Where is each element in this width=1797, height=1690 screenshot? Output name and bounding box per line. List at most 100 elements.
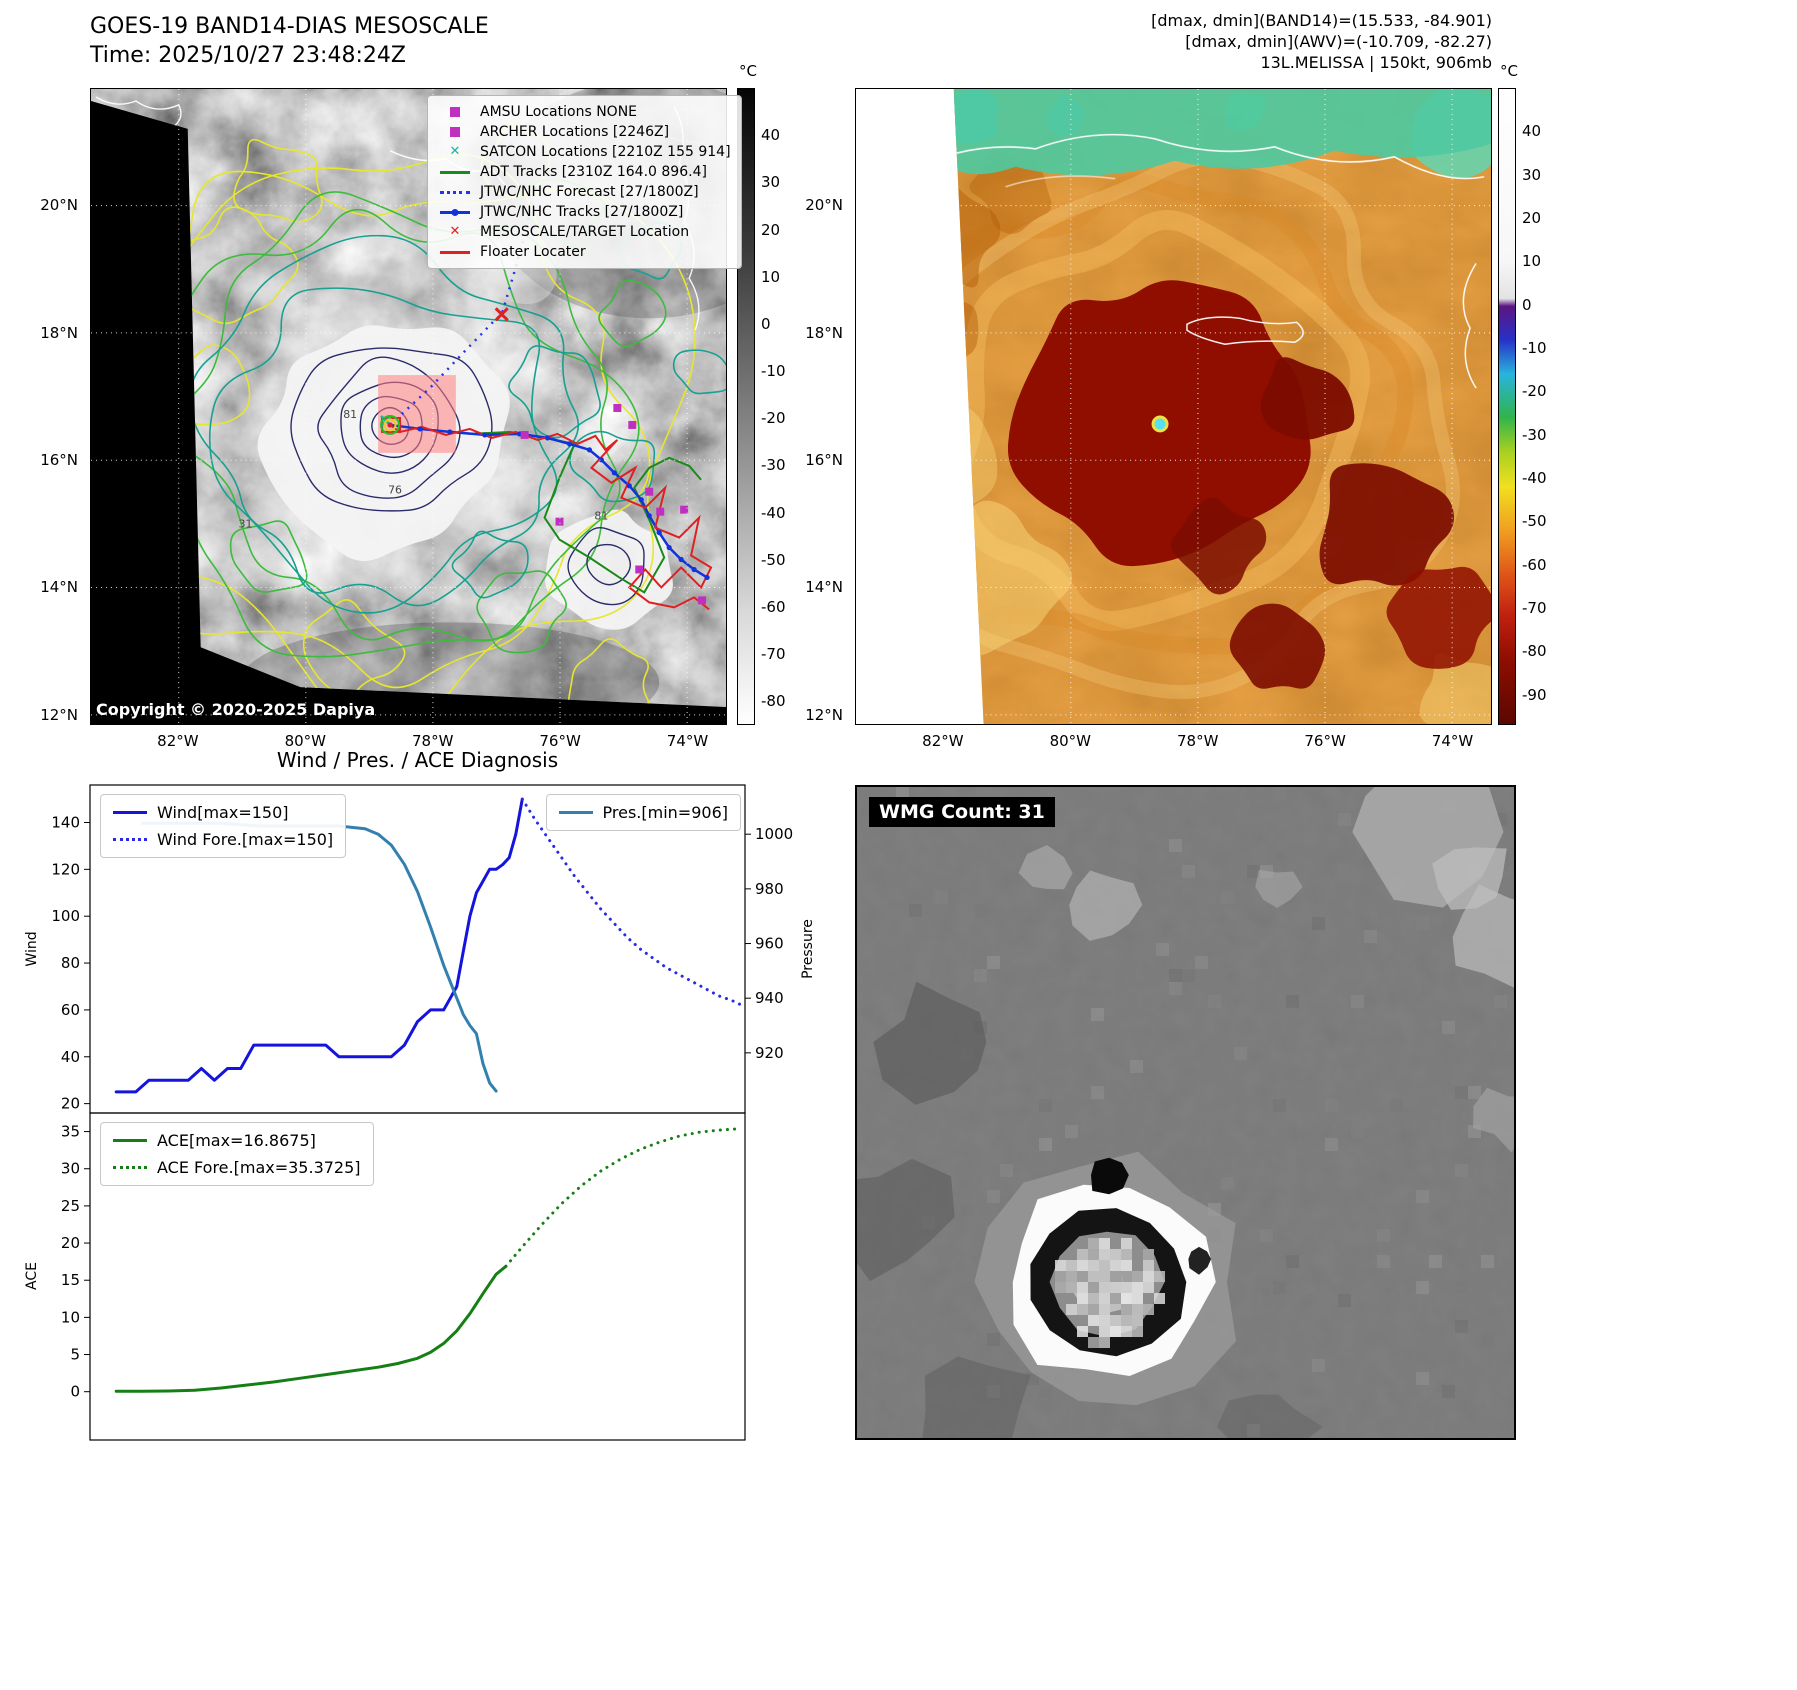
line-marker-icon xyxy=(438,165,472,179)
legend-row: Wind Fore.[max=150] xyxy=(113,830,333,849)
cb1-ticks-tick: -70 xyxy=(761,645,786,664)
cb2-ticks-tick: -20 xyxy=(1522,382,1547,401)
imagery-blob xyxy=(1419,653,1491,724)
contour-label: 81 xyxy=(343,408,357,421)
cb2-ticks-tick: 30 xyxy=(1522,165,1542,184)
imagery-blob xyxy=(586,543,631,586)
y-tick-label: 80 xyxy=(61,954,80,972)
imagery-blob xyxy=(290,347,493,512)
y2-tick-label: 960 xyxy=(755,935,784,953)
storm-intensity: 13L.MELISSA | 150kt, 906mb xyxy=(1260,53,1492,72)
imagery-blob xyxy=(451,530,529,599)
wmg-panel xyxy=(840,758,1558,1473)
cb2-ticks-tick: 10 xyxy=(1522,252,1542,271)
map-legend-row: ARCHER Locations [2246Z] xyxy=(438,124,731,140)
legend-row: ACE Fore.[max=35.3725] xyxy=(113,1158,361,1177)
line-dot-marker-icon xyxy=(438,205,472,219)
y2-tick-label: 1000 xyxy=(755,825,793,843)
map1-title-block: GOES-19 BAND14-DIAS MESOSCALE Time: 2025… xyxy=(90,12,489,70)
y-tick-label: 20 xyxy=(61,1234,80,1252)
storm-tracks xyxy=(381,186,713,611)
m1-lon-tick: 82°W xyxy=(157,732,199,750)
map2-lon-axis: 82°W 80°W 78°W 76°W 74°W xyxy=(855,731,1492,751)
m1-lat-tick: 20°N xyxy=(40,196,78,215)
jtwc-track-point xyxy=(678,556,684,563)
cb1-ticks-tick: -80 xyxy=(761,692,786,711)
imagery-blob xyxy=(1386,566,1491,669)
y-tick-label: 100 xyxy=(51,907,80,925)
y-tick-label: 140 xyxy=(51,813,80,831)
jtwc-track-point xyxy=(482,432,488,438)
coastlines xyxy=(953,133,1485,389)
map-legend-row: Floater Locater xyxy=(438,244,731,260)
m2-lon-tick: 82°W xyxy=(922,732,964,750)
imagery-blob xyxy=(567,527,645,606)
imagery-blob xyxy=(1319,463,1454,586)
cb1-ticks-tick: 10 xyxy=(761,267,781,286)
m2-lon-tick: 78°W xyxy=(1176,732,1219,750)
storm-eye-bullseye-icon xyxy=(380,414,401,435)
imagery-blob xyxy=(598,279,667,348)
jtwc-track-point xyxy=(656,530,662,536)
map-legend-label: JTWC/NHC Forecast [27/1800Z] xyxy=(480,184,699,200)
legend-label: Wind[max=150] xyxy=(157,803,289,822)
series-line xyxy=(520,797,744,1007)
jtwc-track-point xyxy=(691,566,697,573)
cb2-ticks-tick: -10 xyxy=(1522,339,1547,357)
map-legend-label: ARCHER Locations [2246Z] xyxy=(480,124,670,140)
jtwc-track-point xyxy=(666,544,672,551)
imagery-blob xyxy=(840,1158,955,1282)
coastline-hispaniola xyxy=(1462,263,1477,389)
imagery-blob xyxy=(1170,497,1267,595)
square-marker-icon xyxy=(438,105,472,119)
storm-eye-dot xyxy=(1151,415,1169,433)
x-marker-icon: ✕ xyxy=(449,224,461,239)
cb1-ticks-tick: 30 xyxy=(761,173,781,192)
map-legend-label: Floater Locater xyxy=(480,244,586,260)
colorbar2-unit: °C xyxy=(1500,62,1518,80)
imagery-blob xyxy=(317,356,461,499)
map2-lat-axis: 20°N 18°N 16°N 14°N 12°N xyxy=(805,88,849,725)
m2-lat-tick: 14°N xyxy=(805,578,843,597)
m2-lat-tick: 16°N xyxy=(805,451,843,469)
m1-lat-tick: 16°N xyxy=(40,451,78,469)
y2-tick-label: 940 xyxy=(755,989,784,1007)
cb2-ticks-tick: -90 xyxy=(1522,685,1547,704)
m1-lon-tick: 76°W xyxy=(539,732,581,750)
location-markers xyxy=(380,307,707,605)
charts-title: Wind / Pres. / ACE Diagnosis xyxy=(276,748,559,772)
y-tick-label: 30 xyxy=(61,1160,80,1178)
m2-lat-tick: 18°N xyxy=(805,323,843,342)
legend-swatch-solid-icon xyxy=(558,811,593,814)
info-band14: [dmax, dmin](BAND14)=(15.533, -84.901) xyxy=(1151,11,1492,30)
jtwc-track-point xyxy=(544,435,551,441)
imagery-blob xyxy=(953,174,1414,655)
imagery-blob xyxy=(953,150,1461,700)
m2-lon-tick: 80°W xyxy=(1049,732,1092,750)
y2-tick-label: 980 xyxy=(755,880,784,898)
map-legend-label: AMSU Locations NONE xyxy=(480,104,638,120)
coastline xyxy=(1005,175,1116,188)
cb1-ticks-tick: -60 xyxy=(761,598,786,617)
m1-lon-tick: 74°W xyxy=(666,732,709,750)
m2-lon-tick: 76°W xyxy=(1304,732,1346,750)
imagery-blob xyxy=(1188,1246,1212,1275)
map1-legend: AMSU Locations NONE ARCHER Locations [224… xyxy=(427,95,742,269)
series-line xyxy=(504,1127,740,1268)
legend-row: Wind[max=150] xyxy=(113,803,333,822)
jtwc-track-point xyxy=(646,513,652,519)
cb2-ticks-tick: 20 xyxy=(1522,209,1542,227)
jtwc-track-point xyxy=(611,470,617,476)
legend-row: ACE[max=16.8675] xyxy=(113,1131,361,1150)
coastline-jamaica xyxy=(1186,316,1304,345)
ir-map-canvas xyxy=(856,89,1491,724)
wmg-count-badge: WMG Count: 31 xyxy=(869,797,1055,827)
square-marker-icon xyxy=(438,125,472,139)
series-line xyxy=(140,821,498,1093)
legend-row: Pres.[min=906] xyxy=(558,803,728,822)
imagery-blob xyxy=(953,179,1001,291)
m2-lat-tick: 20°N xyxy=(805,196,843,215)
cb1-ticks-tick: 40 xyxy=(761,126,781,145)
imagery-blob xyxy=(1069,870,1143,941)
wind-pres-ace-charts: 20 40 60 80 100 120 140 920 940 960 980 1000 0 5 10 15 2… xyxy=(51,784,793,1441)
